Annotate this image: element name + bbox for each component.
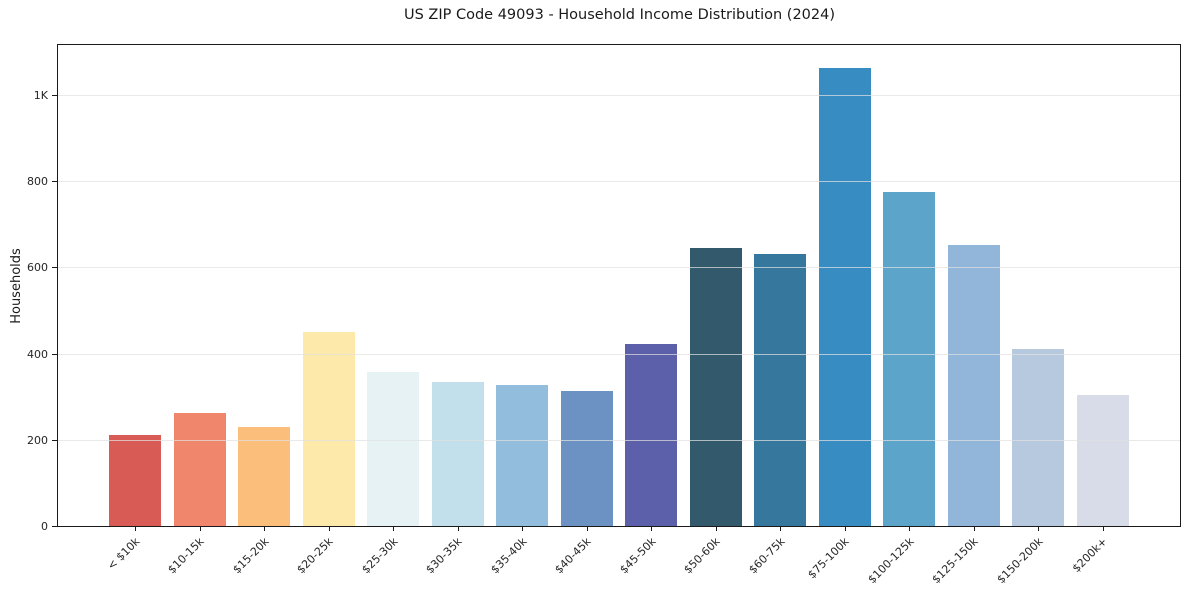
- y-tick-label: 600: [27, 261, 48, 275]
- x-tick-mark: [844, 527, 846, 531]
- y-tick-label: 800: [27, 175, 48, 189]
- x-tick-label-text: $100-125k: [865, 535, 917, 587]
- x-tick-label-text: $150-200k: [994, 535, 1046, 587]
- bar-75-100k: [818, 68, 871, 526]
- x-tick-label-text: $125-150k: [929, 535, 981, 587]
- y-tick-mark: [52, 94, 57, 96]
- bar-20-25k: [302, 332, 355, 526]
- y-tick-mark: [52, 526, 57, 527]
- gridline-1K: [58, 94, 1180, 96]
- y-axis-label: Households: [9, 248, 24, 324]
- y-tick-label: 400: [27, 347, 48, 361]
- x-tick-label-text: $20-25k: [294, 535, 336, 577]
- bar-15-20k: [238, 427, 290, 526]
- plot-area: 0 200 400 600 800 1K < $10k $10-15k $15-20k $20-2…: [27, 44, 1181, 586]
- x-tick-mark: [1038, 527, 1039, 531]
- x-tick-label-text: $50-60k: [681, 535, 723, 577]
- x-tick-mark: [715, 527, 717, 531]
- x-tick-label-text: $15-20k: [229, 535, 272, 577]
- bar-125-150k: [947, 245, 1000, 526]
- x-tick-label-text: < $10k: [104, 535, 143, 573]
- bar-30-35k: [431, 382, 484, 526]
- x-tick-mark: [199, 527, 201, 531]
- x-tick-mark: [909, 527, 910, 531]
- chart-title: US ZIP Code 49093 - Household Income Dis…: [403, 7, 836, 23]
- bar-45-50k: [625, 344, 677, 526]
- x-tick-mark: [457, 527, 459, 531]
- bar-60-75k: [754, 254, 806, 526]
- x-tick-label-text: $25-30k: [358, 535, 401, 577]
- y-tick-mark: [52, 439, 57, 441]
- y-tick-label: 0: [41, 520, 48, 533]
- bar-25-30k: [367, 372, 419, 526]
- y-tick-mark: [52, 267, 57, 269]
- gridline-600: [58, 267, 1180, 269]
- y-tick-label: 200: [27, 433, 48, 447]
- bar-200k: [1076, 395, 1129, 526]
- x-tick-label-text: $30-35k: [423, 535, 465, 577]
- bar-10-15k: [173, 413, 226, 526]
- x-tick-label-text: $35-40k: [487, 535, 530, 577]
- x-tick-label-text: $60-75k: [745, 535, 788, 577]
- x-tick-mark: [328, 527, 330, 531]
- y-tick-label: 1K: [33, 88, 48, 102]
- bar-150-200k: [1012, 349, 1064, 526]
- gridline-800: [58, 181, 1180, 183]
- x-tick-label-text: $75-100k: [805, 535, 852, 582]
- plot-inner: 0 200 400 600 800 1K < $10k $10-15k $15-20k $20-2…: [27, 45, 1180, 586]
- x-tick-mark: [586, 527, 588, 531]
- x-tick-mark: [1102, 527, 1104, 531]
- x-tick-label-text: $200k+: [1069, 535, 1110, 576]
- bar-50-60k: [689, 248, 742, 526]
- bar-40-45k: [560, 391, 613, 526]
- x-tick-mark: [522, 527, 523, 531]
- x-tick-label-text: $10-15k: [165, 535, 207, 577]
- x-tick-label-text: $40-45k: [552, 535, 594, 577]
- x-tick-mark: [651, 527, 652, 531]
- bar-100-125k: [883, 192, 935, 526]
- bar-35-40k: [496, 385, 548, 526]
- x-tick-label-text: $45-50k: [616, 535, 659, 577]
- x-tick-mark: [393, 527, 394, 531]
- gridline-400: [58, 353, 1180, 355]
- y-tick-mark: [52, 181, 57, 183]
- bar-10k: [109, 435, 161, 526]
- x-tick-mark: [264, 527, 265, 531]
- gridline-200: [58, 439, 1180, 441]
- x-tick-mark: [135, 527, 136, 531]
- x-tick-mark: [780, 527, 781, 531]
- x-tick-mark: [973, 527, 975, 531]
- y-tick-mark: [52, 353, 57, 355]
